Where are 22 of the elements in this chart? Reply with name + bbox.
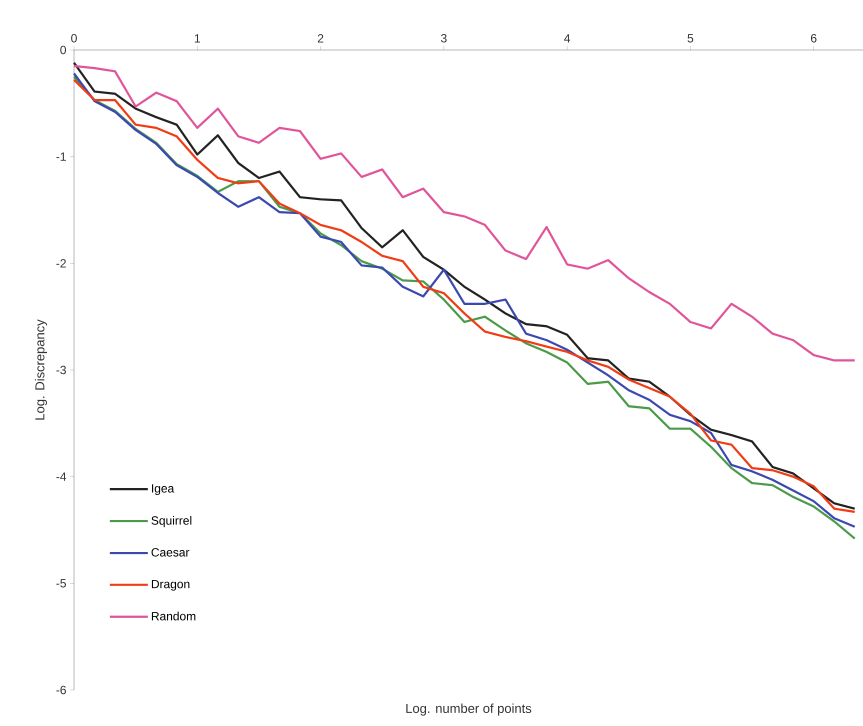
y-tick-label: -3 xyxy=(56,366,66,374)
y-tick-label: -1 xyxy=(56,152,66,161)
x-axis-title: Log. number of points xyxy=(406,704,532,716)
legend-label: Squirrel xyxy=(151,516,192,528)
y-tick-label: -6 xyxy=(56,686,66,694)
x-tick-label: 2 xyxy=(318,34,324,42)
x-tick-label: 3 xyxy=(440,34,447,42)
legend-label: Caesar xyxy=(152,548,190,557)
x-tick-label: 0 xyxy=(71,34,77,42)
y-tick-label: -5 xyxy=(56,579,66,588)
x-tick-label: 1 xyxy=(194,34,200,42)
x-tick-label: 6 xyxy=(810,34,816,42)
y-tick-label: -4 xyxy=(56,472,66,481)
y-tick-label: -2 xyxy=(56,259,66,268)
legend-label: Random xyxy=(152,612,196,620)
y-tick-label: 0 xyxy=(60,46,66,54)
x-tick-label: 4 xyxy=(564,34,570,42)
x-tick-label: 5 xyxy=(688,34,694,42)
legend-label: Igea xyxy=(152,484,174,495)
line-series xyxy=(72,64,856,362)
y-axis-title: Log. Discrepancy xyxy=(34,319,48,420)
legend-label: Dragon xyxy=(152,580,190,591)
